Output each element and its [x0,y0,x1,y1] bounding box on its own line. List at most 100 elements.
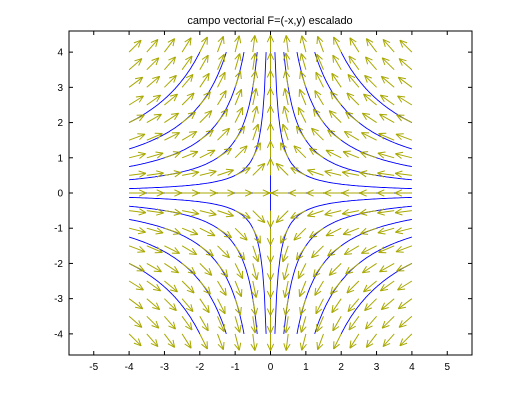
arrow [182,208,200,217]
arrow [316,316,324,333]
arrow [217,333,225,351]
arrow [199,169,217,177]
arrow [199,189,218,197]
arrow [146,227,164,235]
arrow [266,140,275,158]
arrow [299,35,307,53]
arrow [398,58,413,71]
arrow [128,58,143,71]
arrow [250,52,258,70]
arrow [361,132,377,141]
x-tick-label: 0 [268,362,274,373]
arrow [129,208,147,216]
arrow [343,245,360,255]
arrow [345,111,360,123]
x-tick-label: -3 [160,362,169,373]
x-tick-label: 2 [338,362,344,373]
arrow [199,91,211,106]
arrow [266,52,275,70]
arrow [269,191,272,195]
arrow [234,107,244,123]
arrow [128,298,144,310]
arrow [266,123,275,141]
arrow [199,36,208,53]
arrow [281,123,289,141]
arrow [146,262,162,273]
arrow [290,210,307,219]
arrow [146,315,160,329]
arrow [266,105,275,123]
arrow [199,129,214,141]
arrow [199,149,216,159]
streamline-4-2 [340,263,413,335]
arrow [325,227,342,237]
arrow [234,210,251,219]
arrow [293,227,307,241]
arrow [234,245,246,261]
arrow [314,280,324,296]
arrow [181,92,195,106]
arrow [217,53,225,70]
arrow [250,70,259,88]
arrow [395,227,413,235]
arrow [164,132,180,141]
arrow [395,151,413,159]
arrow [199,316,209,332]
arrow [164,151,181,159]
arrow [341,208,359,217]
arrow [394,189,412,197]
arrow [199,280,211,295]
arrow [234,53,242,70]
arrow [217,280,227,296]
arrow [266,158,275,176]
arrow [217,71,226,88]
arrow [250,316,258,334]
arrow [251,263,259,281]
arrow [199,72,210,88]
arrow [164,74,177,88]
streamline-3-0 [314,51,413,150]
arrow [164,56,176,71]
arrow [299,316,307,333]
arrow [341,189,359,197]
y-tick-label: -3 [54,294,63,305]
arrow [251,105,259,123]
arrow [377,170,395,178]
arrow [181,73,194,88]
arrow [282,263,290,281]
arrow [217,210,234,218]
arrow [316,35,324,53]
arrow [128,114,145,124]
arrow [307,210,324,218]
arrow [266,210,275,228]
arrow [266,298,275,316]
arrow [360,227,377,235]
arrow [330,280,342,295]
arrow [365,333,377,348]
arrow [252,227,261,244]
vector-field-arrows [128,34,413,352]
arrow [379,94,395,106]
arrow [181,280,195,294]
chart-title: campo vectorial F=(-x,y) escalado [187,15,352,27]
arrow [146,298,161,311]
arrow [342,150,360,159]
arrow [146,75,161,88]
arrow [181,111,196,123]
arrow [199,263,213,276]
arrow [217,227,233,239]
arrow [252,189,271,197]
arrow [146,38,159,53]
arrow [381,315,395,329]
arrow [333,333,342,350]
arrow [164,245,180,254]
arrow [181,263,196,275]
arrow [146,151,164,159]
arrow [128,151,146,159]
arrow [217,189,235,197]
arrow [324,169,342,177]
streamline-0-2 [274,196,412,334]
arrow [217,127,230,141]
streamline-0-3 [129,196,267,334]
